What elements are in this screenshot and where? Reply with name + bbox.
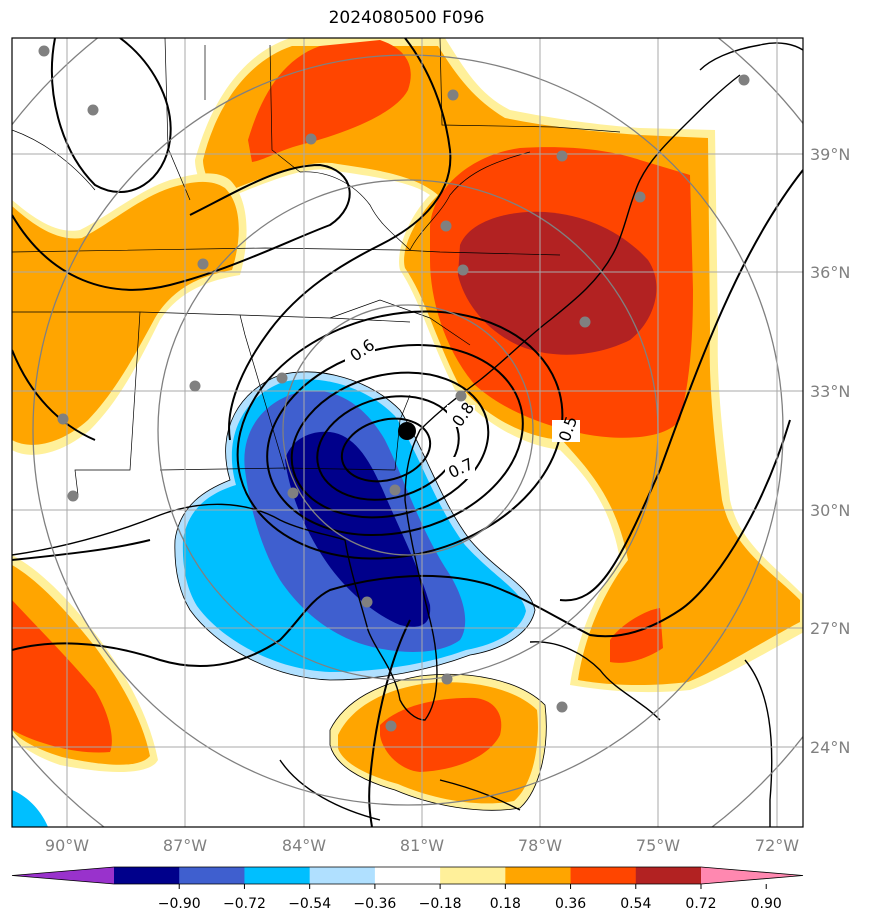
longitude-ticks: 90°W 87°W 84°W 81°W 78°W 75°W 72°W	[45, 836, 799, 855]
colorbar-tick-label: 0.72	[685, 896, 716, 912]
station-dot	[305, 133, 317, 145]
colorbar-segment	[440, 867, 506, 884]
station-dot	[276, 372, 288, 384]
station-dot	[87, 104, 99, 116]
lon-tick: 72°W	[755, 836, 799, 855]
colorbar-extend-low	[12, 867, 114, 884]
negative-shading	[174, 371, 535, 680]
station-dot	[579, 316, 591, 328]
latitude-ticks: 39°N 36°N 33°N 30°N 27°N 24°N	[810, 145, 850, 757]
colorbar: −0.90 −0.72 −0.54 −0.36 −0.18 0.18 0.36 0.54 0.7…	[11, 866, 804, 912]
station-dot	[447, 89, 459, 101]
station-dot	[361, 596, 373, 608]
colorbar-tick-label: −0.90	[158, 896, 201, 912]
colorbar-segment	[244, 867, 311, 884]
negative-shading-corner	[12, 790, 48, 827]
colorbar-tick-label: 0.54	[620, 896, 651, 912]
station-dot	[457, 264, 469, 276]
shading-outline	[174, 371, 547, 811]
station-dot	[440, 220, 452, 232]
station-dot	[385, 720, 397, 732]
colorbar-segment	[309, 867, 376, 884]
lon-tick: 78°W	[518, 836, 562, 855]
station-dot	[556, 701, 568, 713]
station-dot	[556, 150, 568, 162]
station-dot	[389, 484, 401, 496]
colorbar-segment	[570, 867, 637, 884]
station-dot	[441, 673, 453, 685]
lon-tick: 87°W	[163, 836, 207, 855]
coastline	[12, 42, 803, 827]
colorbar-outline	[11, 866, 804, 885]
station-dot	[67, 490, 79, 502]
colorbar-tick-label: 0.90	[751, 896, 782, 912]
contour-labels: 0.6 0.8 0.5 0.7	[345, 335, 581, 482]
graticule	[12, 38, 803, 827]
colorbar-tick-label: −0.72	[223, 896, 266, 912]
station-dot	[189, 380, 201, 392]
center-marker	[398, 422, 416, 440]
station-dot	[738, 74, 750, 86]
colorbar-tick-label: −0.54	[288, 896, 331, 912]
stations	[38, 45, 750, 732]
station-dot	[57, 413, 69, 425]
station-dot	[634, 191, 646, 203]
station-dot	[197, 258, 209, 270]
lon-tick: 81°W	[400, 836, 444, 855]
map-frame	[11, 37, 804, 828]
lat-tick: 39°N	[810, 145, 850, 164]
station-dot	[287, 487, 299, 499]
map-title: 2024080500 F096	[328, 8, 485, 28]
colorbar-segment	[635, 867, 702, 884]
colorbar-segment	[374, 867, 441, 884]
lat-tick: 30°N	[810, 501, 850, 520]
colorbar-segment	[179, 867, 245, 884]
lat-tick: 24°N	[810, 738, 850, 757]
colorbar-tick-label: −0.36	[353, 896, 396, 912]
lon-tick: 84°W	[282, 836, 326, 855]
colorbar-tick-label: 0.18	[490, 896, 521, 912]
station-dot	[38, 45, 50, 57]
positive-shading	[12, 38, 803, 811]
lat-tick: 27°N	[810, 619, 850, 638]
thick-contours	[12, 38, 803, 827]
lon-tick: 75°W	[636, 836, 680, 855]
lat-tick: 36°N	[810, 263, 850, 282]
colorbar-extend-high	[701, 867, 803, 884]
colorbar-tick-label: 0.36	[555, 896, 586, 912]
lat-tick: 33°N	[810, 382, 850, 401]
colorbar-segment	[114, 867, 180, 884]
colorbar-segment	[505, 867, 572, 884]
lon-tick: 90°W	[45, 836, 89, 855]
station-dot	[455, 390, 467, 402]
colorbar-tick-label: −0.18	[419, 896, 462, 912]
